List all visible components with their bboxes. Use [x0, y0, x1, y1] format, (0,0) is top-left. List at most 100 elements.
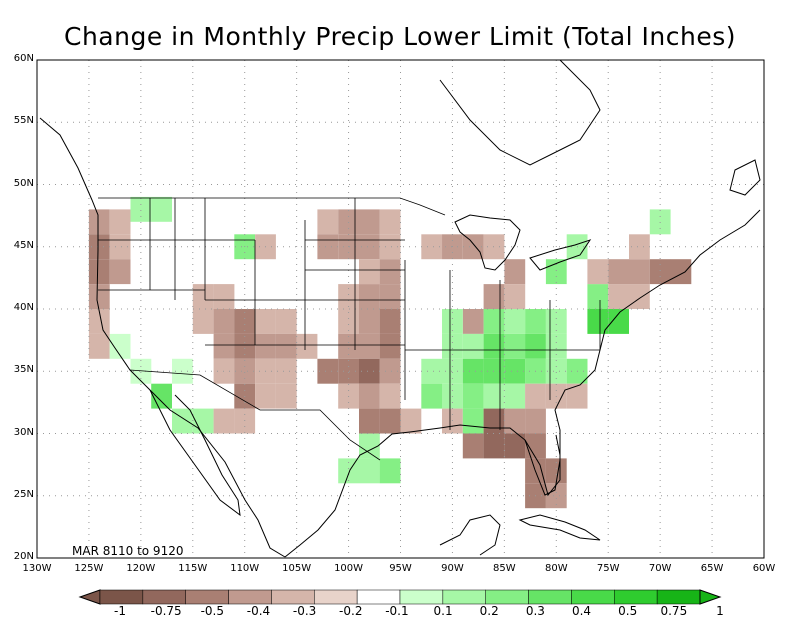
legend-swatch	[528, 589, 572, 605]
precip-cell	[421, 234, 443, 260]
legend-tick-label: -0.1	[385, 604, 409, 618]
precip-cell	[109, 209, 131, 235]
precip-cell	[359, 234, 380, 260]
precip-cell	[483, 408, 505, 434]
lon-tick-label: 100W	[334, 563, 364, 574]
legend-swatch	[399, 589, 444, 605]
precip-cell	[338, 309, 359, 334]
precip-cell	[359, 358, 380, 384]
precip-cell	[462, 433, 484, 459]
precip-cell	[525, 309, 546, 334]
legend-tick-label: -1	[114, 604, 126, 618]
precip-cell	[275, 333, 297, 359]
precip-cell	[379, 333, 401, 359]
precip-cell	[379, 259, 401, 285]
precip-cell	[504, 358, 526, 384]
lat-tick-label: 60N	[13, 53, 34, 64]
precip-cell	[379, 309, 401, 334]
precip-cell	[442, 408, 463, 434]
legend-tick-label: 0.75	[660, 604, 688, 618]
precip-cell	[172, 408, 193, 434]
baja-peninsula	[149, 389, 241, 517]
legend-arrow-right	[699, 589, 722, 605]
legend-tick-label: 0.3	[525, 604, 545, 618]
legend-swatch	[571, 589, 615, 605]
legend-swatch	[614, 589, 658, 605]
precip-cell	[192, 408, 214, 434]
precip-cell	[504, 433, 526, 459]
lon-tick-label: 125W	[74, 563, 104, 574]
precip-cell	[109, 333, 131, 359]
precip-cell	[442, 333, 463, 359]
lon-tick-label: 80W	[544, 563, 568, 574]
lat-tick-label: 20N	[13, 551, 34, 562]
precip-cell	[379, 284, 401, 309]
precip-cell	[504, 309, 526, 334]
precip-cell	[649, 259, 671, 285]
lake-erie-ontario	[529, 239, 592, 271]
precip-cell	[234, 309, 256, 334]
precip-cell	[275, 383, 297, 409]
precip-cell	[629, 284, 650, 309]
lat-tick-label: 50N	[13, 177, 34, 189]
precip-cell	[504, 408, 526, 434]
legend-tick-label: 1	[716, 604, 724, 618]
precip-cell	[338, 333, 359, 359]
lat-tick-label: 25N	[13, 488, 34, 500]
precip-cell	[379, 209, 401, 235]
precip-cell	[566, 383, 588, 409]
precip-cell	[109, 234, 131, 260]
lon-tick-label: 120W	[126, 563, 156, 574]
precip-cell	[442, 309, 463, 334]
precip-cell	[151, 383, 172, 409]
legend-tick-label: -0.5	[200, 604, 225, 618]
us-mexico-border	[129, 369, 381, 461]
precip-cell	[462, 383, 484, 409]
precip-cell	[442, 358, 463, 384]
precip-cell	[525, 383, 546, 409]
precip-cell	[338, 209, 359, 235]
precip-cell	[88, 234, 110, 260]
lon-tick-label: 110W	[230, 563, 260, 574]
lat-tick-label: 35N	[13, 364, 34, 376]
precip-cell	[192, 284, 214, 309]
precip-cell	[234, 333, 256, 359]
legend-tick-label: -0.2	[339, 604, 363, 618]
precip-cell	[151, 196, 172, 222]
florida-peninsula	[524, 434, 561, 497]
legend-swatch	[271, 589, 315, 605]
state-borders	[98, 197, 601, 461]
precip-cell	[88, 259, 110, 285]
yucatan	[439, 514, 501, 556]
precip-cell	[88, 284, 110, 309]
precip-cell	[608, 284, 629, 309]
north-america-outline	[39, 117, 286, 558]
precip-cell	[379, 234, 401, 260]
precip-cell	[296, 333, 318, 359]
precip-cell	[462, 333, 484, 359]
precip-cell	[255, 383, 276, 409]
precip-cell	[421, 383, 443, 409]
legend-swatch	[656, 589, 701, 605]
precip-cell	[88, 333, 110, 359]
precip-cell	[462, 234, 484, 260]
precip-cell	[172, 358, 193, 384]
precip-cell	[213, 284, 235, 309]
lon-tick-label: 90W	[441, 563, 464, 574]
precip-cell	[88, 209, 110, 235]
legend-arrow-left	[78, 589, 101, 605]
precip-cell	[359, 383, 380, 409]
precip-cell	[234, 358, 256, 384]
precip-cell	[359, 458, 380, 484]
precip-cell	[462, 358, 484, 384]
precip-cell	[255, 309, 276, 334]
precip-cell	[545, 309, 567, 334]
lon-tick-label: 130W	[22, 563, 52, 574]
lon-tick-label: 95W	[389, 563, 412, 574]
hudson-bay	[439, 59, 601, 166]
precip-cell	[587, 309, 609, 334]
precip-cell	[192, 309, 214, 334]
precip-cell	[670, 259, 692, 285]
cuba	[518, 514, 601, 541]
